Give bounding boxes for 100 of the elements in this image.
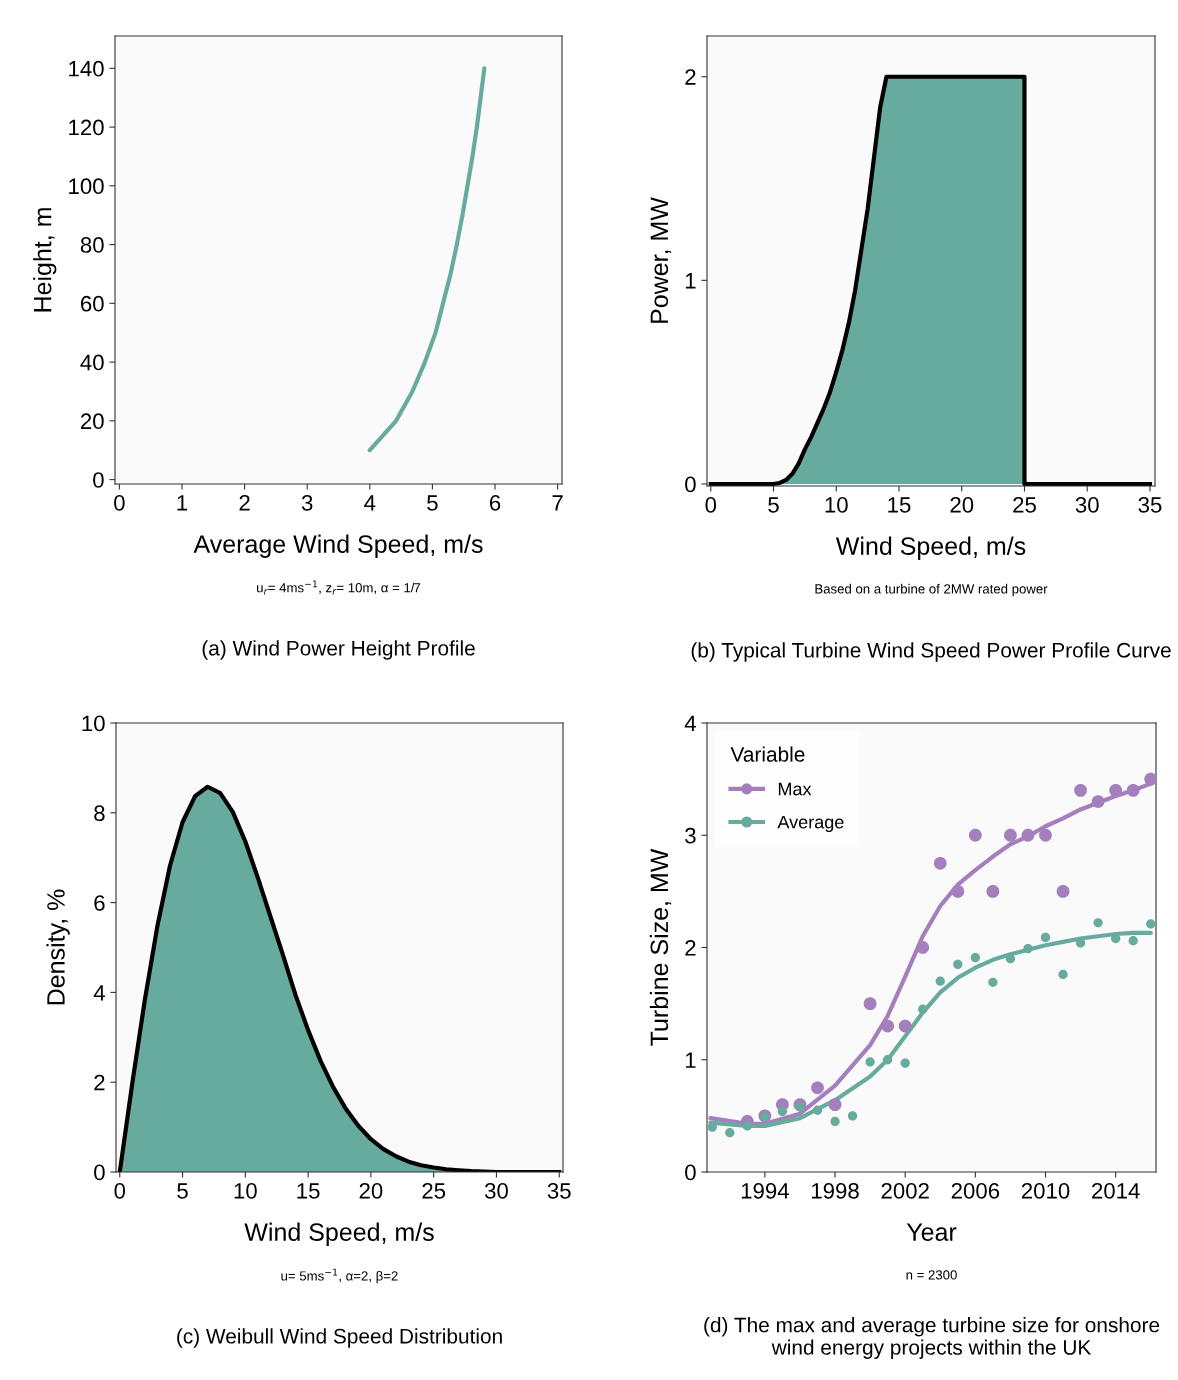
y-tick-label: 10 — [82, 715, 105, 732]
y-axis-title: Density, % — [46, 889, 70, 1005]
y-tick-label: 80 — [80, 237, 104, 253]
x-tick-label: 6 — [489, 495, 501, 511]
y-tick-label: 0 — [685, 1164, 696, 1181]
point — [811, 1081, 824, 1095]
point — [918, 1004, 928, 1014]
legend-label: Average — [777, 815, 844, 833]
y-tick-label: 1 — [685, 1052, 696, 1068]
x-tick-label: 15 — [888, 497, 911, 513]
x-tick-label: 5 — [768, 497, 779, 513]
x-axis-title: Average Wind Speed, m/s — [193, 534, 483, 558]
text: n = 2300 — [906, 1270, 957, 1280]
y-tick-label: 100 — [69, 178, 104, 195]
y-tick-label: 0 — [93, 472, 104, 488]
point — [951, 884, 965, 898]
point — [1128, 936, 1138, 946]
x-axis-title: Wind Speed, m/s — [835, 536, 1026, 560]
x-tick-label: 20 — [359, 1183, 383, 1199]
x-tick-label: 15 — [297, 1183, 320, 1199]
point — [1126, 783, 1140, 797]
point — [1005, 954, 1016, 964]
point — [1039, 828, 1052, 842]
legend-title: Variable — [730, 746, 805, 762]
y-tick-label: 60 — [81, 295, 104, 312]
y-tick-label: 8 — [94, 805, 105, 822]
text: (a) Wind Power Height Profile — [202, 640, 475, 660]
point — [847, 1111, 858, 1121]
point — [881, 1019, 895, 1033]
y-axis-title: Power, MW — [650, 197, 672, 323]
text: Based on a turbine of 2MW rated power — [815, 583, 1048, 597]
x-tick-label: 10 — [234, 1183, 257, 1199]
point — [725, 1128, 735, 1138]
y-axis-title: Turbine Size, MW — [649, 848, 672, 1046]
point — [900, 1058, 910, 1068]
point — [935, 976, 945, 986]
point — [1074, 783, 1087, 797]
x-tick-label: 1 — [177, 495, 188, 511]
x-axis-title: Wind Speed, m/s — [244, 1222, 434, 1246]
y-tick-label: 0 — [94, 1164, 105, 1181]
x-tick-label: 4 — [364, 495, 376, 511]
point — [1093, 918, 1103, 928]
point — [830, 1116, 840, 1127]
x-tick-label: 5 — [427, 495, 438, 511]
point — [1023, 943, 1033, 954]
y-tick-label: 2 — [685, 940, 696, 956]
text: (d) The max and average turbine size for onshore wind energy projects within the UK — [704, 1317, 1160, 1359]
y-tick-label: 40 — [80, 354, 104, 371]
y-tick-label: 2 — [94, 1074, 105, 1091]
x-tick-label: 2006 — [951, 1183, 1000, 1199]
line-series — [367, 66, 487, 453]
text: (c) Weibull Wind Speed Distribution — [177, 1328, 502, 1348]
x-tick-label: 2010 — [1021, 1183, 1070, 1199]
x-tick-label: 25 — [422, 1183, 446, 1199]
text: (b) Typical Turbine Wind Speed Power Profile Curve — [691, 642, 1171, 662]
x-tick-label: 20 — [950, 497, 974, 513]
point — [1056, 884, 1070, 898]
y-tick-label: 4 — [93, 985, 105, 1001]
x-tick-label: 0 — [114, 1183, 126, 1199]
x-tick-label: 2002 — [881, 1183, 929, 1199]
point — [953, 959, 963, 969]
point — [812, 1105, 823, 1115]
y-tick-label: 0 — [685, 476, 696, 493]
point — [1146, 919, 1156, 929]
x-tick-label: 2 — [239, 495, 250, 511]
y-tick-label: 4 — [684, 715, 696, 732]
x-tick-label: 2014 — [1092, 1183, 1140, 1199]
point — [795, 1102, 805, 1112]
legend-label: Max — [778, 782, 812, 796]
point — [970, 952, 981, 963]
y-tick-label: 2 — [685, 69, 696, 85]
point — [1058, 969, 1068, 980]
y-axis-title: Height, m — [33, 208, 57, 312]
point — [933, 856, 947, 870]
point — [916, 941, 930, 954]
x-tick-label: 25 — [1013, 497, 1036, 513]
point — [986, 884, 1000, 898]
point — [1091, 795, 1105, 808]
point — [742, 1121, 752, 1131]
point — [1144, 772, 1156, 786]
point — [1040, 932, 1051, 943]
x-tick-label: 3 — [301, 495, 313, 511]
point — [828, 1098, 842, 1112]
y-tick-label: 6 — [94, 895, 105, 911]
point — [898, 1019, 912, 1033]
point — [1021, 828, 1035, 842]
point — [1004, 828, 1017, 842]
point — [865, 1057, 875, 1067]
point — [863, 997, 877, 1011]
text: u$_{r}$= 4ms$^{−1}$, z$_{r}$= 10m, α = 1/7 — [257, 580, 421, 595]
x-tick-label: 30 — [1075, 497, 1099, 513]
x-tick-label: 35 — [547, 1183, 571, 1199]
x-tick-label: 10 — [825, 497, 848, 513]
x-axis-title: Year — [906, 1223, 957, 1241]
y-tick-label: 120 — [69, 119, 104, 136]
y-tick-label: 1 — [685, 273, 696, 289]
y-tick-label: 3 — [685, 827, 696, 844]
x-tick-label: 7 — [552, 495, 563, 511]
x-tick-label: 5 — [177, 1183, 188, 1199]
text: u= 5ms$^{−1}$, α=2, β=2 — [281, 1268, 398, 1284]
